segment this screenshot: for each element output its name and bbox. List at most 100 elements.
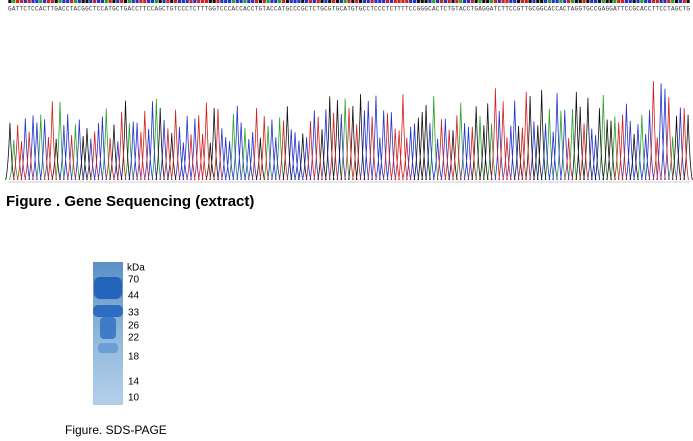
base-mark: [420, 0, 424, 3]
base-mark: [193, 0, 197, 3]
base-mark: [370, 0, 374, 3]
base-mark: [532, 0, 536, 3]
base-mark: [89, 0, 93, 3]
base-mark: [351, 0, 355, 3]
base-mark: [154, 0, 158, 3]
base-mark: [486, 0, 490, 3]
base-mark: [312, 0, 316, 3]
base-mark: [27, 0, 31, 3]
base-mark: [686, 0, 690, 3]
base-mark: [54, 0, 58, 3]
band: [94, 277, 122, 299]
base-mark: [513, 0, 517, 3]
base-mark: [659, 0, 663, 3]
base-mark: [489, 0, 494, 3]
base-mark: [231, 0, 236, 3]
base-mark: [482, 0, 486, 3]
base-mark: [397, 0, 401, 3]
base-mark: [393, 0, 397, 3]
base-mark: [177, 0, 182, 3]
base-mark: [285, 0, 289, 3]
base-mark: [405, 0, 409, 3]
base-mark: [301, 0, 305, 3]
trace: [5, 89, 693, 181]
base-mark: [116, 0, 120, 3]
marker-label: 70: [128, 275, 140, 286]
base-mark: [166, 0, 170, 3]
base-mark: [270, 0, 274, 3]
base-mark: [297, 0, 301, 3]
marker-label: 22: [128, 333, 140, 344]
base-mark: [543, 0, 548, 3]
base-mark: [174, 0, 178, 3]
figure-caption: Figure . Gene Sequencing (extract): [6, 193, 255, 210]
base-mark: [339, 0, 343, 3]
base-mark: [8, 0, 12, 3]
base-mark: [559, 0, 563, 3]
base-mark: [551, 0, 555, 3]
marker-label: 10: [128, 393, 140, 404]
base-mark: [58, 0, 62, 3]
base-mark: [274, 0, 278, 3]
base-mark: [16, 0, 20, 3]
base-mark: [197, 0, 201, 3]
base-mark: [474, 0, 478, 3]
base-mark: [216, 0, 220, 3]
base-mark: [609, 0, 613, 3]
base-mark: [123, 0, 128, 3]
base-mark: [516, 0, 521, 3]
base-mark: [96, 0, 101, 3]
base-mark: [46, 0, 51, 3]
base-mark: [478, 0, 482, 3]
base-mark: [135, 0, 139, 3]
base-mark: [447, 0, 451, 3]
base-mark: [39, 0, 43, 3]
base-mark: [131, 0, 135, 3]
base-mark: [555, 0, 559, 3]
base-mark: [355, 0, 359, 3]
base-mark: [316, 0, 320, 3]
base-mark: [331, 0, 336, 3]
base-mark: [590, 0, 594, 3]
base-mark: [200, 0, 205, 3]
base-mark: [574, 0, 578, 3]
base-mark: [62, 0, 66, 3]
base-mark: [289, 0, 293, 3]
base-mark: [204, 0, 209, 3]
base-mark: [624, 0, 629, 3]
base-mark: [593, 0, 598, 3]
base-mark: [127, 0, 131, 3]
base-mark: [432, 0, 436, 3]
base-mark: [540, 0, 544, 3]
figure-caption: Figure. SDS-PAGE: [65, 423, 167, 437]
base-mark: [93, 0, 97, 3]
base-mark: [436, 0, 440, 3]
base-mark: [358, 0, 363, 3]
base-mark: [266, 0, 270, 3]
base-mark: [281, 0, 286, 3]
base-mark: [578, 0, 582, 3]
base-mark: [251, 0, 255, 3]
unit-label: kDa: [127, 263, 145, 274]
base-mark: [563, 0, 567, 3]
marker-label: 18: [128, 352, 140, 363]
base-mark: [462, 0, 467, 3]
base-mark: [651, 0, 655, 3]
base-mark: [143, 0, 147, 3]
base-mark: [586, 0, 590, 3]
marker-label: 33: [128, 308, 140, 319]
base-mark: [644, 0, 648, 3]
base-mark: [147, 0, 151, 3]
base-mark: [324, 0, 328, 3]
base-mark: [570, 0, 575, 3]
base-mark: [104, 0, 108, 3]
base-mark: [23, 0, 27, 3]
base-mark: [439, 0, 444, 3]
base-mark: [243, 0, 247, 3]
base-mark: [77, 0, 81, 3]
base-mark: [69, 0, 74, 3]
base-mark: [382, 0, 386, 3]
band: [100, 317, 116, 339]
base-mark: [412, 0, 417, 3]
